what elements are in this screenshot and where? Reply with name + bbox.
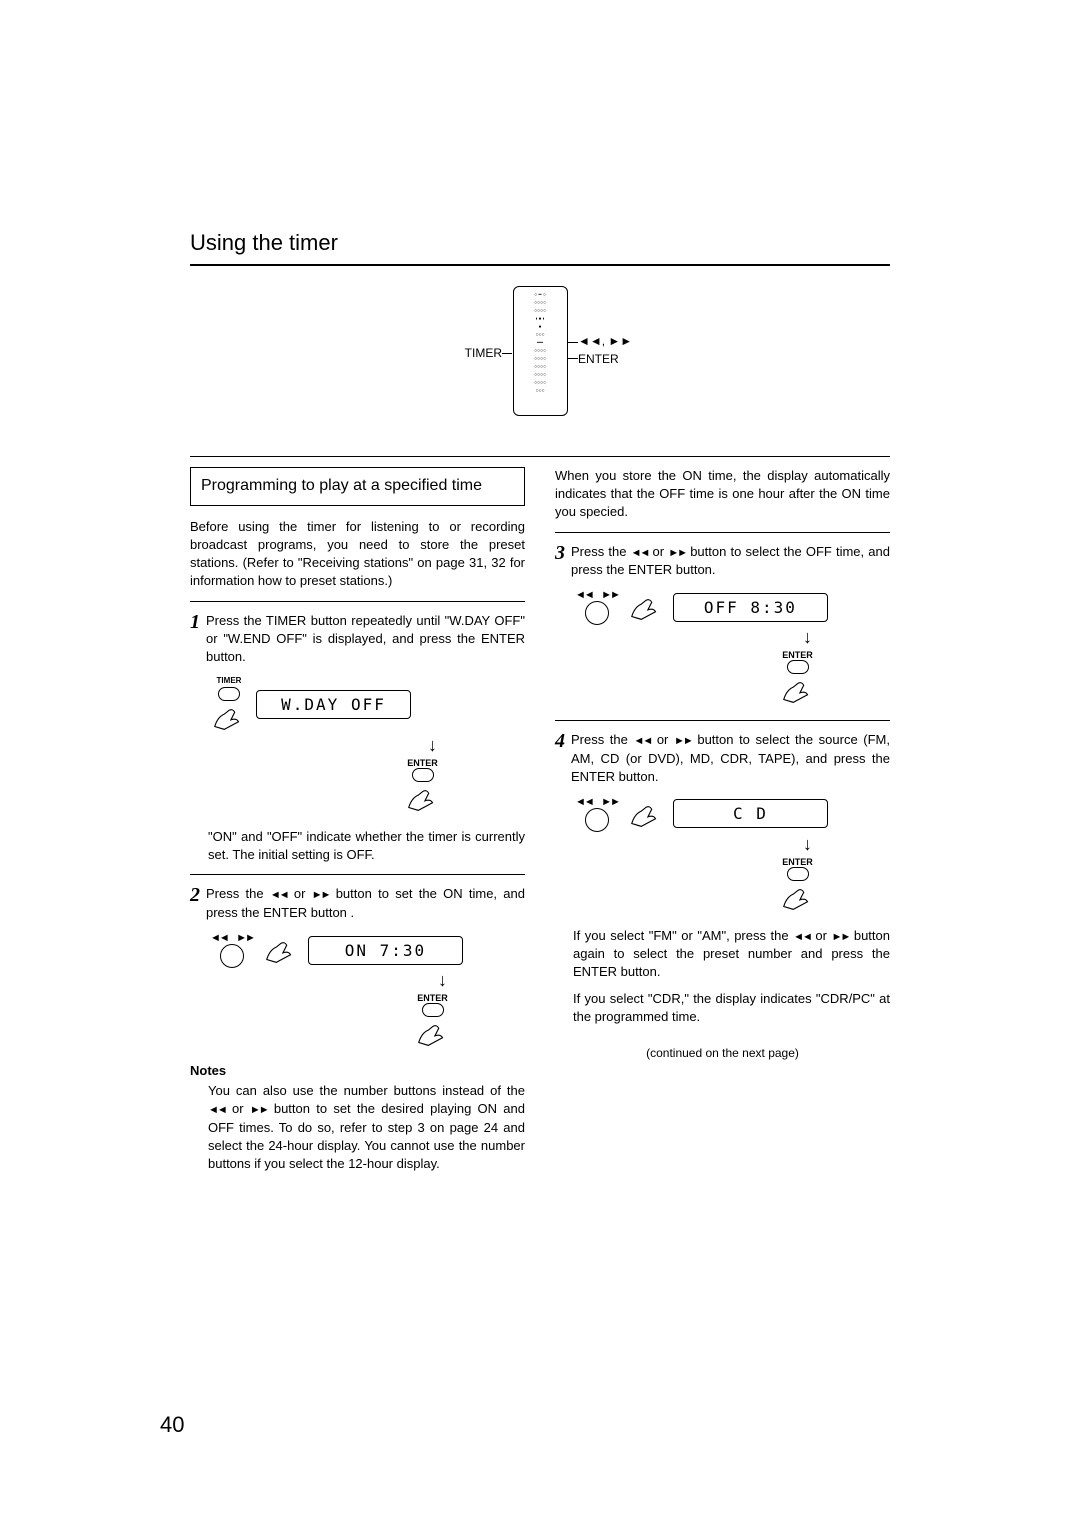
remote-enter-label: ENTER — [578, 352, 619, 366]
timer-label: TIMER — [217, 676, 242, 685]
text: You can also use the number buttons inst… — [208, 1083, 525, 1098]
text: or — [288, 886, 312, 901]
remote-icon: ○ ━ ○○○○○○○○○◐●◑●○○○━━○○○○○○○○○○○○○○○○○○… — [513, 286, 568, 416]
step-1-diagram: TIMER W.DAY OFF ↓ ENTER — [210, 676, 525, 814]
step-4: 4 Press the ◄◄ or ►► button to select th… — [555, 731, 890, 786]
step-3-diagram: ◄◄ ►► OFF 8:30 ↓ ENTER — [575, 589, 890, 706]
rewind-icon: ◄◄ — [793, 931, 811, 943]
lcd-display: ON 7:30 — [308, 936, 463, 965]
step-number: 1 — [190, 612, 200, 667]
step-2: 2 Press the ◄◄ or ►► button to set the O… — [190, 885, 525, 922]
enter-button-icon — [422, 1003, 444, 1017]
enter-label: ENTER — [407, 758, 438, 768]
lcd-display: W.DAY OFF — [256, 690, 411, 719]
notes-text: You can also use the number buttons inst… — [208, 1082, 525, 1173]
section-title: Using the timer — [190, 230, 890, 256]
text: or — [648, 544, 668, 559]
step-text: Press the ◄◄ or ►► button to select the … — [571, 543, 890, 580]
hand-icon — [414, 1017, 452, 1049]
forward-icon: ►► — [674, 735, 692, 747]
text: Press the — [571, 544, 631, 559]
forward-icon: ►► — [601, 589, 619, 601]
enter-label: ENTER — [782, 650, 813, 660]
page-number: 40 — [160, 1412, 184, 1438]
step-text: Press the ◄◄ or ►► button to select the … — [571, 731, 890, 786]
forward-icon: ►► — [832, 931, 850, 943]
rewind-icon: ◄◄ — [633, 735, 651, 747]
hand-icon — [779, 674, 817, 706]
lcd-display: OFF 8:30 — [673, 593, 828, 622]
rewind-icon: ◄◄ — [210, 932, 228, 944]
text: or — [811, 928, 832, 943]
forward-icon: ►► — [236, 932, 254, 944]
step-2-diagram: ◄◄ ►► ON 7:30 ↓ ENTER — [210, 932, 525, 1049]
rewind-icon: ◄◄ — [631, 547, 649, 559]
hand-icon — [210, 701, 248, 733]
hand-icon — [404, 782, 442, 814]
rewind-icon: ◄◄ — [575, 589, 593, 601]
lcd-display: C D — [673, 799, 828, 828]
enter-label: ENTER — [782, 857, 813, 867]
text: Press the — [571, 732, 633, 747]
hand-icon — [262, 934, 300, 966]
enter-button-icon — [787, 660, 809, 674]
rewind-icon: ◄◄ — [270, 889, 288, 901]
enter-button-icon — [412, 768, 434, 782]
text: If you select "FM" or "AM", press the — [573, 928, 793, 943]
dial-button-icon — [585, 601, 609, 625]
title-rule — [190, 264, 890, 266]
step-1: 1 Press the TIMER button repeatedly unti… — [190, 612, 525, 667]
text: Press the — [206, 886, 270, 901]
timer-button-icon — [218, 687, 240, 701]
divider — [190, 874, 525, 875]
notes-heading: Notes — [190, 1063, 525, 1078]
step-number: 2 — [190, 885, 200, 922]
step-4-post-text-1: If you select "FM" or "AM", press the ◄◄… — [573, 927, 890, 982]
dial-button-icon — [220, 944, 244, 968]
dial-button-icon — [585, 808, 609, 832]
right-intro-text: When you store the ON time, the display … — [555, 467, 890, 522]
divider — [190, 601, 525, 602]
forward-icon: ►► — [668, 547, 686, 559]
text: or — [226, 1101, 250, 1116]
step-text: Press the ◄◄ or ►► button to set the ON … — [206, 885, 525, 922]
step-4-diagram: ◄◄ ►► C D ↓ ENTER — [575, 796, 890, 913]
enter-button-icon — [787, 867, 809, 881]
step-4-post-text-2: If you select "CDR," the display indicat… — [573, 990, 890, 1026]
hand-icon — [627, 591, 665, 623]
step-number: 3 — [555, 543, 565, 580]
text: or — [651, 732, 674, 747]
step-3: 3 Press the ◄◄ or ►► button to select th… — [555, 543, 890, 580]
remote-rewfwd-label: ◄◄, ►► — [578, 334, 632, 348]
left-column: Programming to play at a specified time … — [190, 467, 525, 1173]
forward-icon: ►► — [312, 889, 330, 901]
step-1-post-text: "ON" and "OFF" indicate whether the time… — [208, 828, 525, 864]
forward-icon: ►► — [601, 796, 619, 808]
divider — [555, 532, 890, 533]
remote-diagram: TIMER ○ ━ ○○○○○○○○○◐●◑●○○○━━○○○○○○○○○○○○… — [190, 286, 890, 426]
divider — [190, 456, 890, 457]
step-number: 4 — [555, 731, 565, 786]
forward-icon: ►► — [250, 1104, 268, 1116]
hand-icon — [627, 798, 665, 830]
right-column: When you store the ON time, the display … — [555, 467, 890, 1173]
divider — [555, 720, 890, 721]
remote-timer-label: TIMER — [465, 346, 502, 360]
enter-label: ENTER — [417, 993, 448, 1003]
subsection-heading: Programming to play at a specified time — [190, 467, 525, 506]
intro-paragraph: Before using the timer for listening to … — [190, 518, 525, 591]
continued-text: (continued on the next page) — [555, 1046, 890, 1060]
rewind-icon: ◄◄ — [575, 796, 593, 808]
hand-icon — [779, 881, 817, 913]
step-text: Press the TIMER button repeatedly until … — [206, 612, 525, 667]
rewind-icon: ◄◄ — [208, 1104, 226, 1116]
